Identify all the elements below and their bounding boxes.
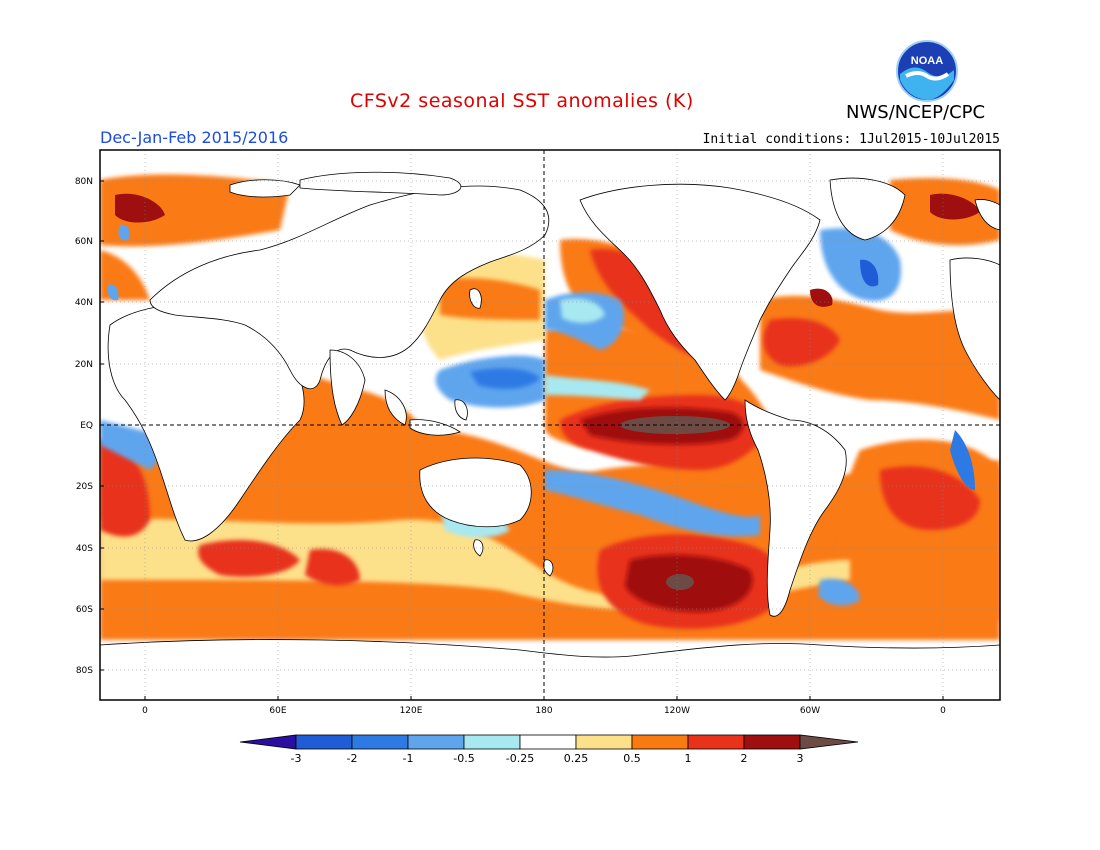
lon-label: 180 — [535, 706, 552, 716]
colorbar-label: -2 — [347, 752, 358, 765]
colorbar-label: 2 — [741, 752, 748, 765]
colorbar-segment — [687, 734, 745, 750]
colorbar-segment — [575, 734, 633, 750]
colorbar-label: -1 — [403, 752, 414, 765]
colorbar-label: 0.25 — [564, 752, 589, 765]
chart-title: CFSv2 seasonal SST anomalies (K) — [350, 90, 694, 112]
latitude-labels: 80N 60N 40N 20N EQ 20S 40S 60S 80S — [75, 177, 104, 676]
lon-label: 0 — [940, 706, 946, 716]
noaa-logo: NOAA — [896, 40, 958, 102]
colorbar: -3 -2 -1 -0.5 -0.25 0.25 0.5 1 2 3 — [239, 734, 859, 765]
lat-label: 60N — [75, 237, 93, 247]
forecast-period: Dec-Jan-Feb 2015/2016 — [100, 128, 289, 147]
colorbar-label: -0.5 — [453, 752, 474, 765]
lat-label: 60S — [76, 605, 93, 615]
lat-label: EQ — [80, 421, 93, 431]
lat-label: 80S — [76, 666, 93, 676]
lon-label: 60W — [800, 706, 820, 716]
agency-label: NWS/NCEP/CPC — [846, 102, 986, 123]
land-masses — [100, 171, 1000, 700]
noaa-logo-text: NOAA — [911, 55, 943, 67]
lat-label: 40S — [76, 544, 93, 554]
colorbar-below-arrow — [239, 734, 297, 750]
lat-label: 20N — [75, 360, 93, 370]
lat-label: 20S — [76, 482, 93, 492]
colorbar-segment — [463, 734, 521, 750]
colorbar-above-arrow — [799, 734, 859, 750]
colorbar-label: 0.5 — [623, 752, 641, 765]
colorbar-segment — [743, 734, 801, 750]
colorbar-label: -0.25 — [506, 752, 534, 765]
lon-label: 0 — [142, 706, 148, 716]
lon-label: 60E — [269, 706, 286, 716]
lon-label: 120W — [664, 706, 690, 716]
lat-label: 40N — [75, 298, 93, 308]
colorbar-segment — [407, 734, 465, 750]
colorbar-segment — [351, 734, 409, 750]
longitude-labels: 0 60E 120E 180 120W 60W 0 — [142, 696, 946, 716]
lon-label: 120E — [400, 706, 423, 716]
lat-label: 80N — [75, 177, 93, 187]
initial-conditions: Initial conditions: 1Jul2015-10Jul2015 — [702, 132, 1000, 147]
colorbar-label: 1 — [685, 752, 692, 765]
colorbar-segment — [519, 734, 577, 750]
colorbar-segment — [631, 734, 689, 750]
colorbar-segment — [295, 734, 353, 750]
colorbar-label: -3 — [291, 752, 302, 765]
colorbar-label: 3 — [797, 752, 804, 765]
